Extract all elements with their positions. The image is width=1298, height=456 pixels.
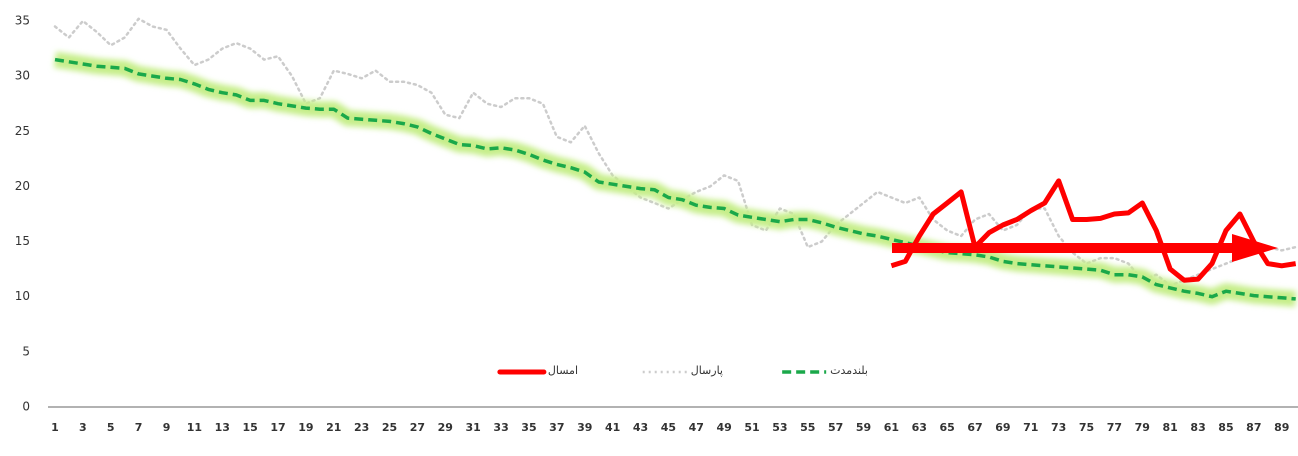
x-tick-label: 83 — [1190, 421, 1205, 434]
y-tick-label: 30 — [15, 69, 30, 83]
x-tick-label: 49 — [716, 421, 731, 434]
x-tick-label: 33 — [493, 421, 508, 434]
x-tick-label: 79 — [1135, 421, 1150, 434]
x-tick-label: 39 — [577, 421, 592, 434]
y-tick-label: 0 — [22, 400, 30, 414]
legend-label: پارسال — [691, 364, 723, 377]
x-tick-label: 71 — [1023, 421, 1038, 434]
x-tick-label: 15 — [243, 421, 258, 434]
x-tick-label: 9 — [163, 421, 171, 434]
y-tick-label: 35 — [15, 14, 30, 28]
x-tick-label: 17 — [270, 421, 285, 434]
x-tick-label: 67 — [967, 421, 982, 434]
legend-label: بلندمدت — [830, 364, 868, 377]
trend-arrow — [892, 234, 1278, 262]
x-tick-label: 11 — [187, 421, 202, 434]
x-tick-label: 65 — [940, 421, 955, 434]
x-tick-label: 75 — [1079, 421, 1094, 434]
y-tick-label: 5 — [22, 344, 30, 358]
legend-label: امسال — [548, 364, 578, 377]
x-tick-label: 13 — [215, 421, 230, 434]
x-tick-label: 25 — [382, 421, 397, 434]
x-tick-label: 55 — [800, 421, 815, 434]
x-tick-label: 29 — [438, 421, 453, 434]
x-tick-label: 3 — [79, 421, 87, 434]
x-tick-label: 35 — [521, 421, 536, 434]
x-tick-label: 69 — [995, 421, 1010, 434]
x-tick-label: 37 — [549, 421, 564, 434]
x-tick-label: 5 — [107, 421, 115, 434]
x-tick-label: 31 — [466, 421, 481, 434]
x-tick-label: 27 — [410, 421, 425, 434]
x-tick-label: 47 — [689, 421, 704, 434]
x-tick-label: 73 — [1051, 421, 1066, 434]
x-tick-label: 85 — [1218, 421, 1233, 434]
x-tick-label: 61 — [884, 421, 899, 434]
x-tick-label: 7 — [135, 421, 143, 434]
x-tick-label: 63 — [912, 421, 927, 434]
y-tick-label: 10 — [15, 289, 30, 303]
x-tick-label: 53 — [772, 421, 787, 434]
x-tick-label: 89 — [1274, 421, 1289, 434]
y-tick-label: 20 — [15, 179, 30, 193]
x-tick-label: 81 — [1163, 421, 1178, 434]
x-tick-label: 1 — [51, 421, 59, 434]
x-tick-label: 19 — [298, 421, 313, 434]
y-tick-label: 25 — [15, 124, 30, 138]
x-tick-label: 23 — [354, 421, 369, 434]
x-tick-label: 87 — [1246, 421, 1261, 434]
arrow-head — [1232, 234, 1278, 262]
x-tick-label: 45 — [661, 421, 676, 434]
x-tick-label: 51 — [744, 421, 759, 434]
x-tick-label: 59 — [856, 421, 871, 434]
x-tick-label: 43 — [633, 421, 648, 434]
x-tick-label: 21 — [326, 421, 341, 434]
series-line — [54, 57, 1296, 301]
y-tick-label: 15 — [15, 234, 30, 248]
x-tick-label: 77 — [1107, 421, 1122, 434]
x-tick-label: 41 — [605, 421, 620, 434]
series-line — [890, 178, 1297, 283]
x-tick-label: 57 — [828, 421, 843, 434]
